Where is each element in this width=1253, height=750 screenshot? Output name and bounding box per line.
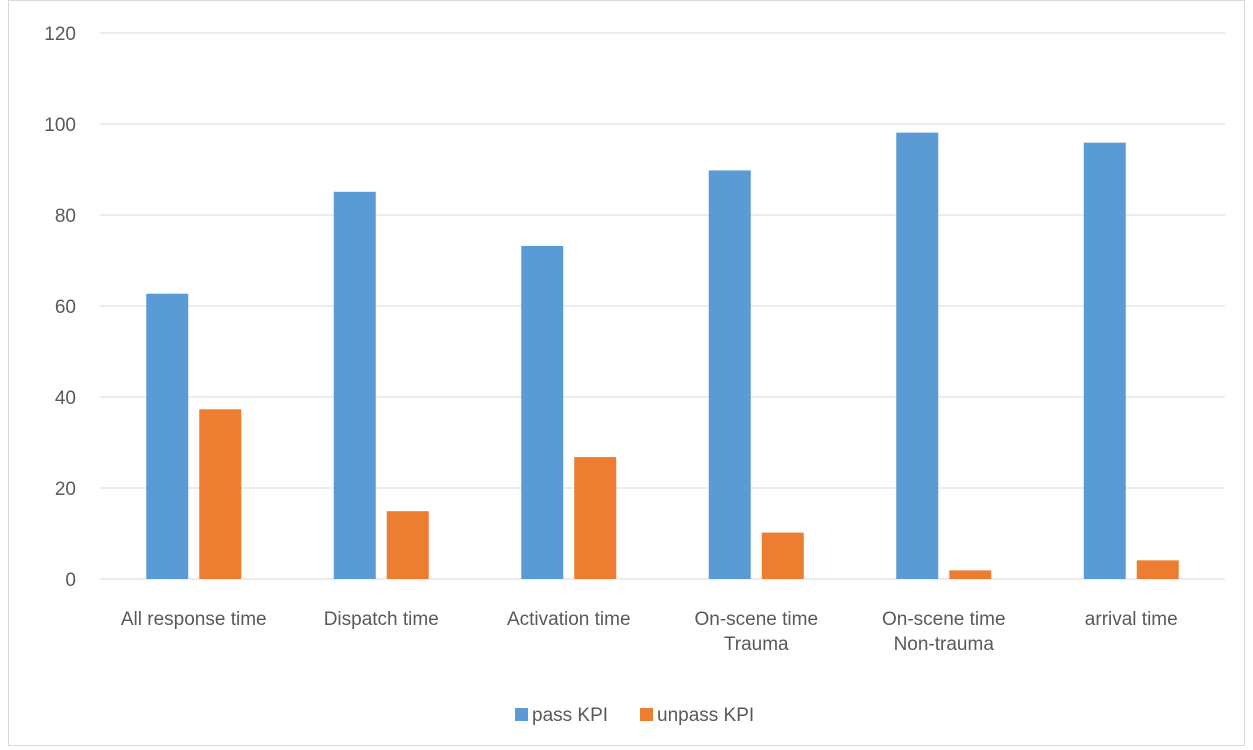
bar-unpass-kpi	[949, 570, 992, 579]
y-tick-label: 0	[65, 570, 76, 591]
category-label-line: On-scene time	[882, 609, 1006, 630]
category-label-line: Activation time	[507, 609, 631, 630]
bar-unpass-kpi	[1136, 560, 1179, 579]
category-label: Activation time	[507, 609, 631, 630]
bar-pass-kpi	[1083, 142, 1126, 579]
bar-unpass-kpi	[199, 409, 242, 579]
category-label: On-scene time Trauma	[694, 609, 818, 655]
legend: pass KPI unpass KPI	[515, 705, 754, 726]
x-axis-category-labels: All response time Dispatch time Activation…	[121, 609, 1178, 655]
bars	[146, 132, 1179, 580]
category-label-line: On-scene time	[694, 609, 818, 630]
legend-swatch	[515, 708, 528, 721]
category-label-line: Trauma	[724, 634, 789, 655]
gridlines	[100, 32, 1225, 580]
y-tick-label: 20	[55, 479, 76, 500]
y-tick-label: 60	[55, 297, 76, 318]
y-tick-label: 100	[44, 115, 76, 136]
bar-unpass-kpi	[574, 457, 617, 579]
y-tick-label: 80	[55, 206, 76, 227]
legend-swatch	[640, 708, 653, 721]
bar-pass-kpi	[333, 191, 376, 580]
category-label: All response time	[121, 609, 267, 630]
category-label-line: Dispatch time	[324, 609, 439, 630]
legend-label: pass KPI	[532, 705, 608, 726]
category-label: On-scene time Non-trauma	[882, 609, 1006, 655]
y-axis-tick-labels: 0 20 40 60 80 100 120	[44, 24, 76, 591]
legend-label: unpass KPI	[657, 705, 754, 726]
category-label: arrival time	[1085, 609, 1178, 630]
category-label-line: Non-trauma	[894, 634, 995, 655]
bar-unpass-kpi	[761, 532, 804, 579]
category-label-line: arrival time	[1085, 609, 1178, 630]
bar-pass-kpi	[896, 132, 939, 579]
bar-pass-kpi	[521, 245, 564, 579]
category-label: Dispatch time	[324, 609, 439, 630]
category-label-line: All response time	[121, 609, 267, 630]
y-tick-label: 40	[55, 388, 76, 409]
y-tick-label: 120	[44, 24, 76, 45]
bar-unpass-kpi	[386, 511, 429, 579]
bar-pass-kpi	[146, 293, 189, 579]
bar-pass-kpi	[708, 170, 751, 579]
